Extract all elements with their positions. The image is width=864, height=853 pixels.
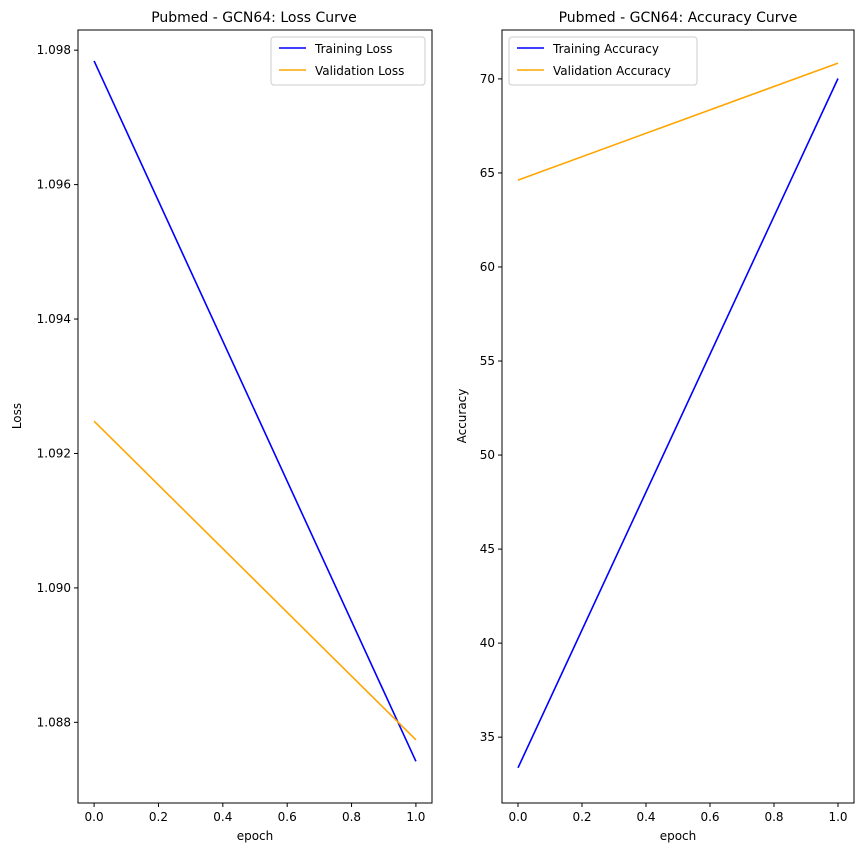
- accuracy-x-tick-label-2: 0.4: [636, 810, 655, 824]
- loss-legend-label-training: Training Loss: [314, 42, 392, 56]
- accuracy-y-tick-label-3: 50: [480, 448, 495, 462]
- accuracy-y-tick-label-0: 35: [480, 730, 495, 744]
- accuracy-chart-title: Pubmed - GCN64: Accuracy Curve: [559, 10, 798, 26]
- loss-plot-area: [77, 29, 433, 804]
- loss-y-tick-label-3: 1.094: [37, 312, 71, 326]
- accuracy-y-tick-label-6: 65: [480, 166, 495, 180]
- accuracy-series-line-training-accuracy: [517, 78, 839, 769]
- loss-x-axis-label: epoch: [237, 829, 274, 843]
- accuracy-plot-area: [501, 29, 855, 804]
- accuracy-y-tick-label-1: 40: [480, 636, 495, 650]
- accuracy-y-tick-label-5: 60: [480, 260, 495, 274]
- accuracy-x-axis-label: epoch: [660, 829, 697, 843]
- accuracy-y-tick-label-7: 70: [480, 72, 495, 86]
- accuracy-y-axis-label: Accuracy: [455, 389, 469, 444]
- accuracy-legend: Training Accuracy Validation Accuracy: [508, 36, 698, 86]
- loss-chart-title: Pubmed - GCN64: Loss Curve: [151, 10, 357, 26]
- accuracy-legend-label-training: Training Accuracy: [552, 42, 659, 56]
- loss-x-tick-label-0: 0.0: [85, 810, 104, 824]
- accuracy-x-tick-label-1: 0.2: [572, 810, 591, 824]
- accuracy-chart: Pubmed - GCN64: Accuracy Curve 0.0 0.2 0.4…: [455, 10, 855, 843]
- accuracy-x-tick-label-3: 0.6: [700, 810, 719, 824]
- accuracy-marks: 0.0 0.2 0.4 0.6 0.8 1.0 35 40 45 50 55 60 65 70: [480, 62, 848, 824]
- loss-y-tick-label-5: 1.098: [37, 43, 71, 57]
- accuracy-series-line-validation-accuracy: [517, 62, 839, 181]
- loss-y-tick-label-1: 1.090: [37, 581, 71, 595]
- accuracy-x-tick-label-0: 0.0: [508, 810, 527, 824]
- loss-y-axis-label: Loss: [10, 403, 24, 429]
- accuracy-legend-box: [508, 36, 698, 86]
- accuracy-legend-label-validation: Validation Accuracy: [553, 64, 671, 78]
- loss-legend: Training Loss Validation Loss: [270, 36, 426, 86]
- accuracy-y-tick-label-2: 45: [480, 542, 495, 556]
- loss-x-tick-label-2: 0.4: [213, 810, 232, 824]
- loss-series-line-validation-loss: [93, 420, 417, 741]
- accuracy-x-tick-label-4: 0.8: [764, 810, 783, 824]
- loss-x-tick-label-4: 0.8: [342, 810, 361, 824]
- loss-x-tick-label-5: 1.0: [406, 810, 425, 824]
- loss-y-tick-label-0: 1.088: [37, 715, 71, 729]
- loss-x-tick-label-1: 0.2: [149, 810, 168, 824]
- loss-marks: 0.0 0.2 0.4 0.6 0.8 1.0 1.088 1.090 1.092 1.094 1.…: [37, 43, 426, 824]
- loss-legend-label-validation: Validation Loss: [315, 64, 404, 78]
- loss-y-tick-label-4: 1.096: [37, 178, 71, 192]
- loss-legend-box: [270, 36, 426, 86]
- loss-series-line-training-loss: [93, 60, 417, 762]
- accuracy-x-tick-label-5: 1.0: [828, 810, 847, 824]
- accuracy-y-tick-label-4: 55: [480, 354, 495, 368]
- loss-x-tick-label-3: 0.6: [278, 810, 297, 824]
- loss-chart: Pubmed - GCN64: Loss Curve 0.0 0.2 0.4 0.6 0…: [10, 10, 433, 843]
- loss-y-tick-label-2: 1.092: [37, 446, 71, 460]
